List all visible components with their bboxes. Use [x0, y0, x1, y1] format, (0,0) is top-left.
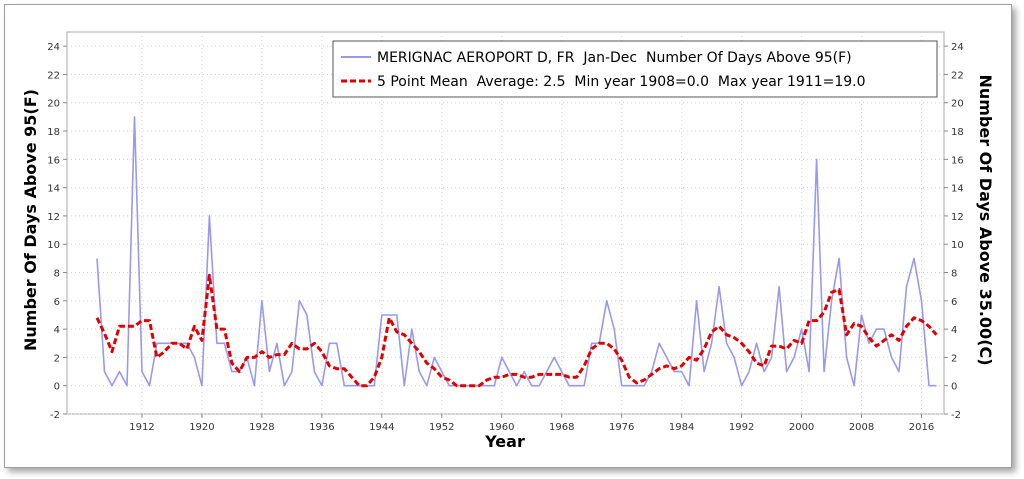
x-tick-label: 1984 [669, 422, 694, 433]
y-tick-label-left: 6 [54, 297, 60, 308]
y-tick-label-right: 16 [951, 155, 964, 166]
y-tick-label-left: 2 [54, 353, 60, 364]
y-tick-label-right: 18 [951, 127, 964, 138]
y-tick-label-left: 16 [47, 155, 60, 166]
x-tick-label: 1920 [189, 422, 214, 433]
x-tick-label: 2016 [909, 422, 934, 433]
x-tick-label: 1912 [129, 422, 154, 433]
y-tick-label-left: 0 [54, 382, 60, 393]
legend-label-series-1: MERIGNAC AEROPORT D, FR Jan-Dec Number O… [377, 50, 852, 66]
y-tick-label-left: 4 [54, 325, 60, 336]
y-tick-label-right: 22 [951, 70, 964, 81]
y-tick-label-left: 8 [54, 269, 60, 280]
x-tick-label: 2008 [849, 422, 874, 433]
x-tick-label: 1936 [309, 422, 334, 433]
y-tick-label-right: 14 [951, 184, 964, 195]
series-group [95, 116, 938, 388]
x-tick-label: 1944 [369, 422, 394, 433]
y-tick-label-left: 10 [47, 240, 60, 251]
series-line-2 [95, 273, 938, 388]
legend-label-series-2: 5 Point Mean Average: 2.5 Min year 1908=… [377, 74, 866, 90]
y-tick-label-left: 20 [47, 99, 60, 110]
y-tick-label-right: 0 [951, 382, 957, 393]
y-tick-label-left: 24 [47, 42, 60, 53]
x-tick-label: 2000 [789, 422, 814, 433]
y-axis-label-right: Number Of Days Above 35.00(C) [976, 74, 995, 365]
y-tick-label-right: 12 [951, 212, 964, 223]
y-tick-label-right: 4 [951, 325, 957, 336]
y-tick-label-right: 20 [951, 99, 964, 110]
x-axis-label: Year [484, 432, 525, 451]
y-tick-label-left: 22 [47, 70, 60, 81]
y-tick-label-right: 6 [951, 297, 957, 308]
y-tick-label-right: -2 [951, 410, 961, 421]
x-tick-label: 1960 [489, 422, 514, 433]
x-tick-label: 1992 [729, 422, 754, 433]
x-tick-label: 1952 [429, 422, 454, 433]
x-tick-label: 1928 [249, 422, 274, 433]
x-tick-label: 1968 [549, 422, 574, 433]
y-tick-label-right: 8 [951, 269, 957, 280]
legend: MERIGNAC AEROPORT D, FR Jan-Dec Number O… [332, 40, 938, 98]
y-tick-label-left: 14 [47, 184, 60, 195]
y-axis-label-left: Number Of Days Above 95(F) [21, 89, 40, 351]
y-tick-label-left: -2 [50, 410, 60, 421]
chart-frame: -2 -2 0 0 2 2 4 4 6 6 8 8 10 10 12 12 14 14 16 16 18 18 20 20 22… [4, 4, 1012, 468]
x-tick-label: 1976 [609, 422, 634, 433]
y-tick-label-right: 2 [951, 353, 957, 364]
y-tick-label-right: 10 [951, 240, 964, 251]
y-tick-label-left: 12 [47, 212, 60, 223]
y-tick-label-right: 24 [951, 42, 964, 53]
series-line-1 [96, 116, 937, 387]
y-tick-label-left: 18 [47, 127, 60, 138]
legend-box [332, 40, 938, 98]
